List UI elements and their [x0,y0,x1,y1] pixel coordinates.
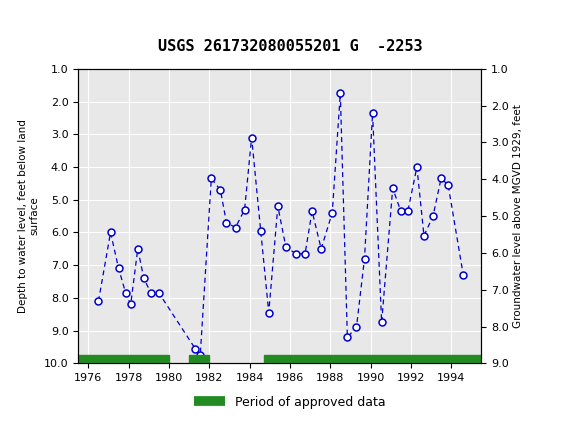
Legend: Period of approved data: Period of approved data [189,390,391,414]
Bar [3,4,58,41]
Text: USGS 261732080055201 G  -2253: USGS 261732080055201 G -2253 [158,39,422,54]
Bar [78,355,169,363]
Y-axis label: Groundwater level above MGVD 1929, feet: Groundwater level above MGVD 1929, feet [513,104,523,328]
Bar [264,355,481,363]
Text: ≡USGS: ≡USGS [3,14,74,31]
Y-axis label: Depth to water level, feet below land
surface: Depth to water level, feet below land su… [18,119,40,313]
Bar [189,355,209,363]
